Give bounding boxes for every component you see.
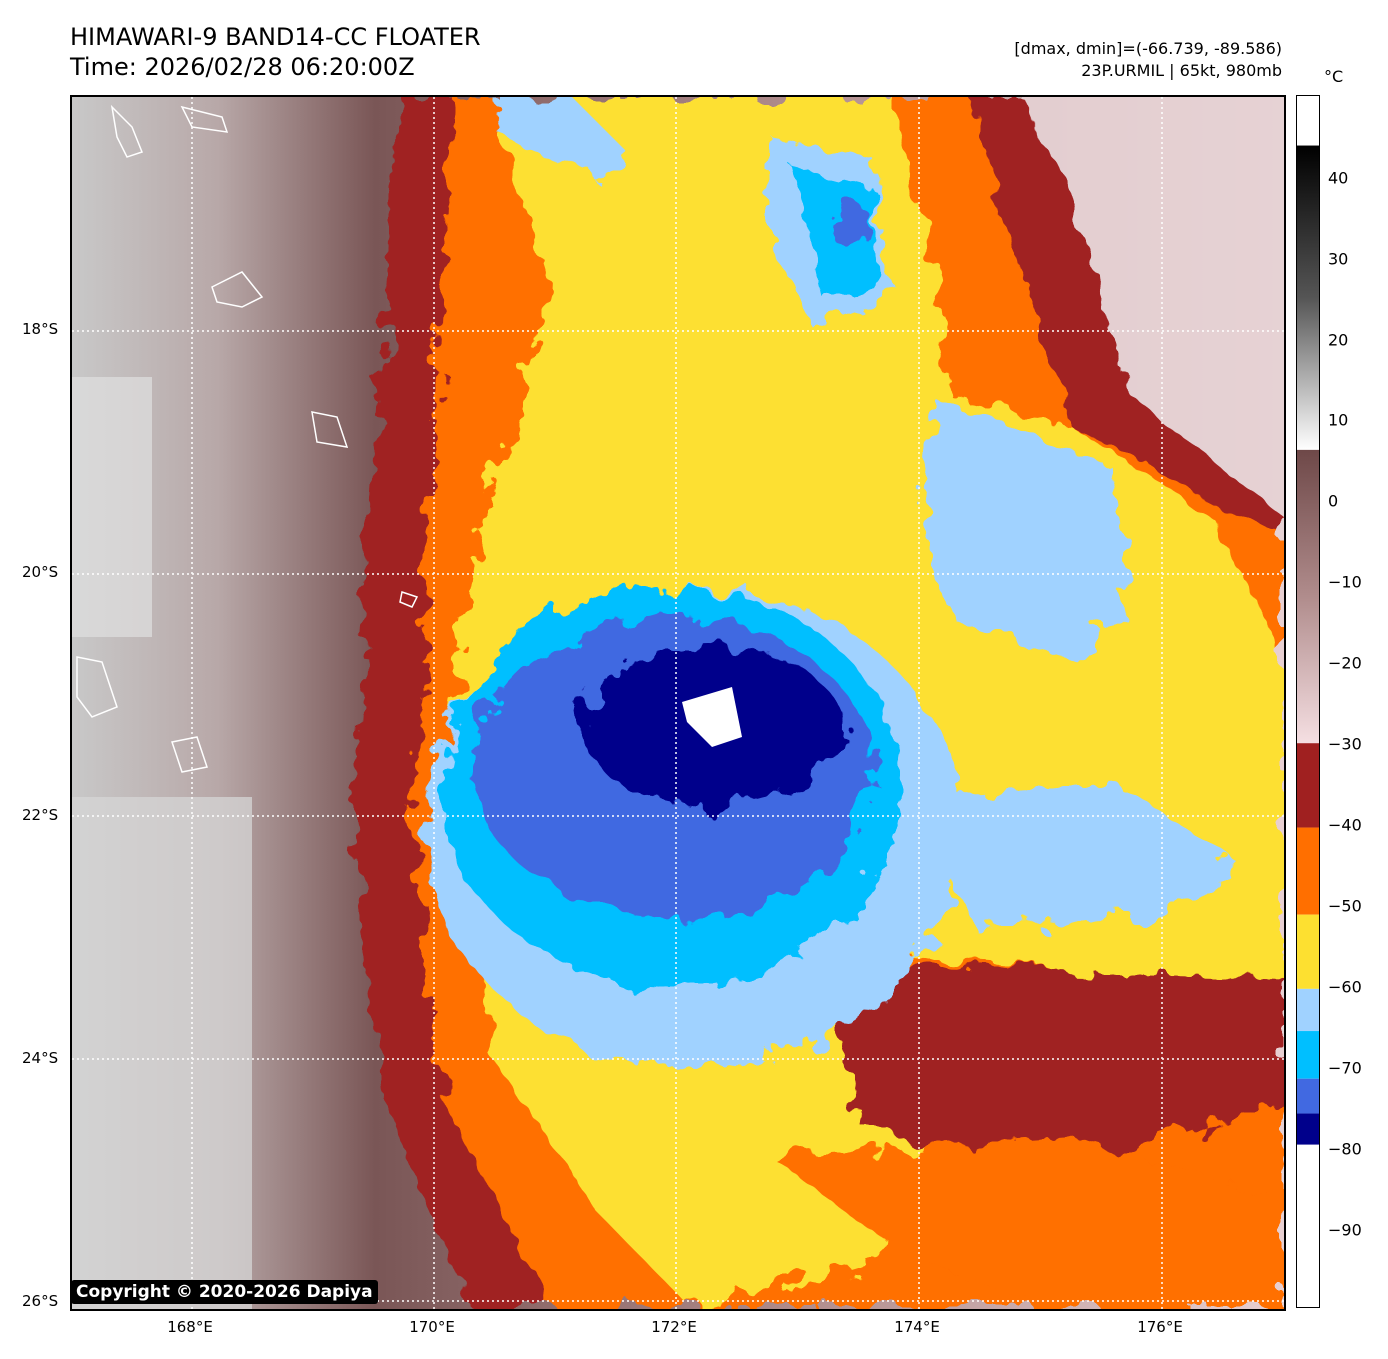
- title-line-1: HIMAWARI-9 BAND14-CC FLOATER: [70, 23, 481, 51]
- colorbar-tick-minus60: −60: [1328, 977, 1362, 997]
- colorbar-tick-20: 20: [1328, 330, 1349, 350]
- lat-label-24s: 24°S: [22, 1049, 59, 1067]
- lon-label-174e: 174°E: [894, 1318, 940, 1336]
- lon-label-176e: 176°E: [1137, 1318, 1183, 1336]
- colorbar: [1296, 95, 1320, 1308]
- lat-label-18s: 18°S: [22, 320, 59, 338]
- lat-label-26s: 26°S: [22, 1292, 59, 1310]
- lat-label-22s: 22°S: [22, 806, 59, 824]
- colorbar-tick-minus20: −20: [1328, 653, 1362, 673]
- colorbar-tick-40: 40: [1328, 168, 1349, 188]
- colorbar-tick-10: 10: [1328, 410, 1349, 430]
- lat-label-20s: 20°S: [22, 563, 59, 581]
- lon-label-168e: 168°E: [167, 1318, 213, 1336]
- colorbar-tick-minus70: −70: [1328, 1058, 1362, 1078]
- storm-info-text: 23P.URMIL | 65kt, 980mb: [1081, 61, 1282, 80]
- satellite-map: [70, 95, 1286, 1311]
- copyright-badge: Copyright © 2020-2026 Dapiya: [71, 1280, 378, 1304]
- colorbar-tick-minus80: −80: [1328, 1139, 1362, 1159]
- colorbar-tick-30: 30: [1328, 249, 1349, 269]
- dmax-dmin-text: [dmax, dmin]=(-66.739, -89.586): [1014, 39, 1282, 58]
- lon-label-172e: 172°E: [651, 1318, 697, 1336]
- colorbar-tick-minus90: −90: [1328, 1220, 1362, 1240]
- colorbar-tick-minus10: −10: [1328, 572, 1362, 592]
- colorbar-tick-0: 0: [1328, 491, 1339, 511]
- colorbar-tick-minus50: −50: [1328, 896, 1362, 916]
- storm-info-block: [dmax, dmin]=(-66.739, -89.586) 23P.URMI…: [1014, 38, 1282, 82]
- figure-title: HIMAWARI-9 BAND14-CC FLOATER Time: 2026/…: [70, 22, 481, 82]
- colorbar-tick-minus40: −40: [1328, 815, 1362, 835]
- colorbar-unit: °C: [1324, 67, 1344, 86]
- lon-label-170e: 170°E: [409, 1318, 455, 1336]
- colorbar-tick-minus30: −30: [1328, 734, 1362, 754]
- satellite-image: [72, 97, 1284, 1309]
- title-line-2: Time: 2026/02/28 06:20:00Z: [70, 53, 415, 81]
